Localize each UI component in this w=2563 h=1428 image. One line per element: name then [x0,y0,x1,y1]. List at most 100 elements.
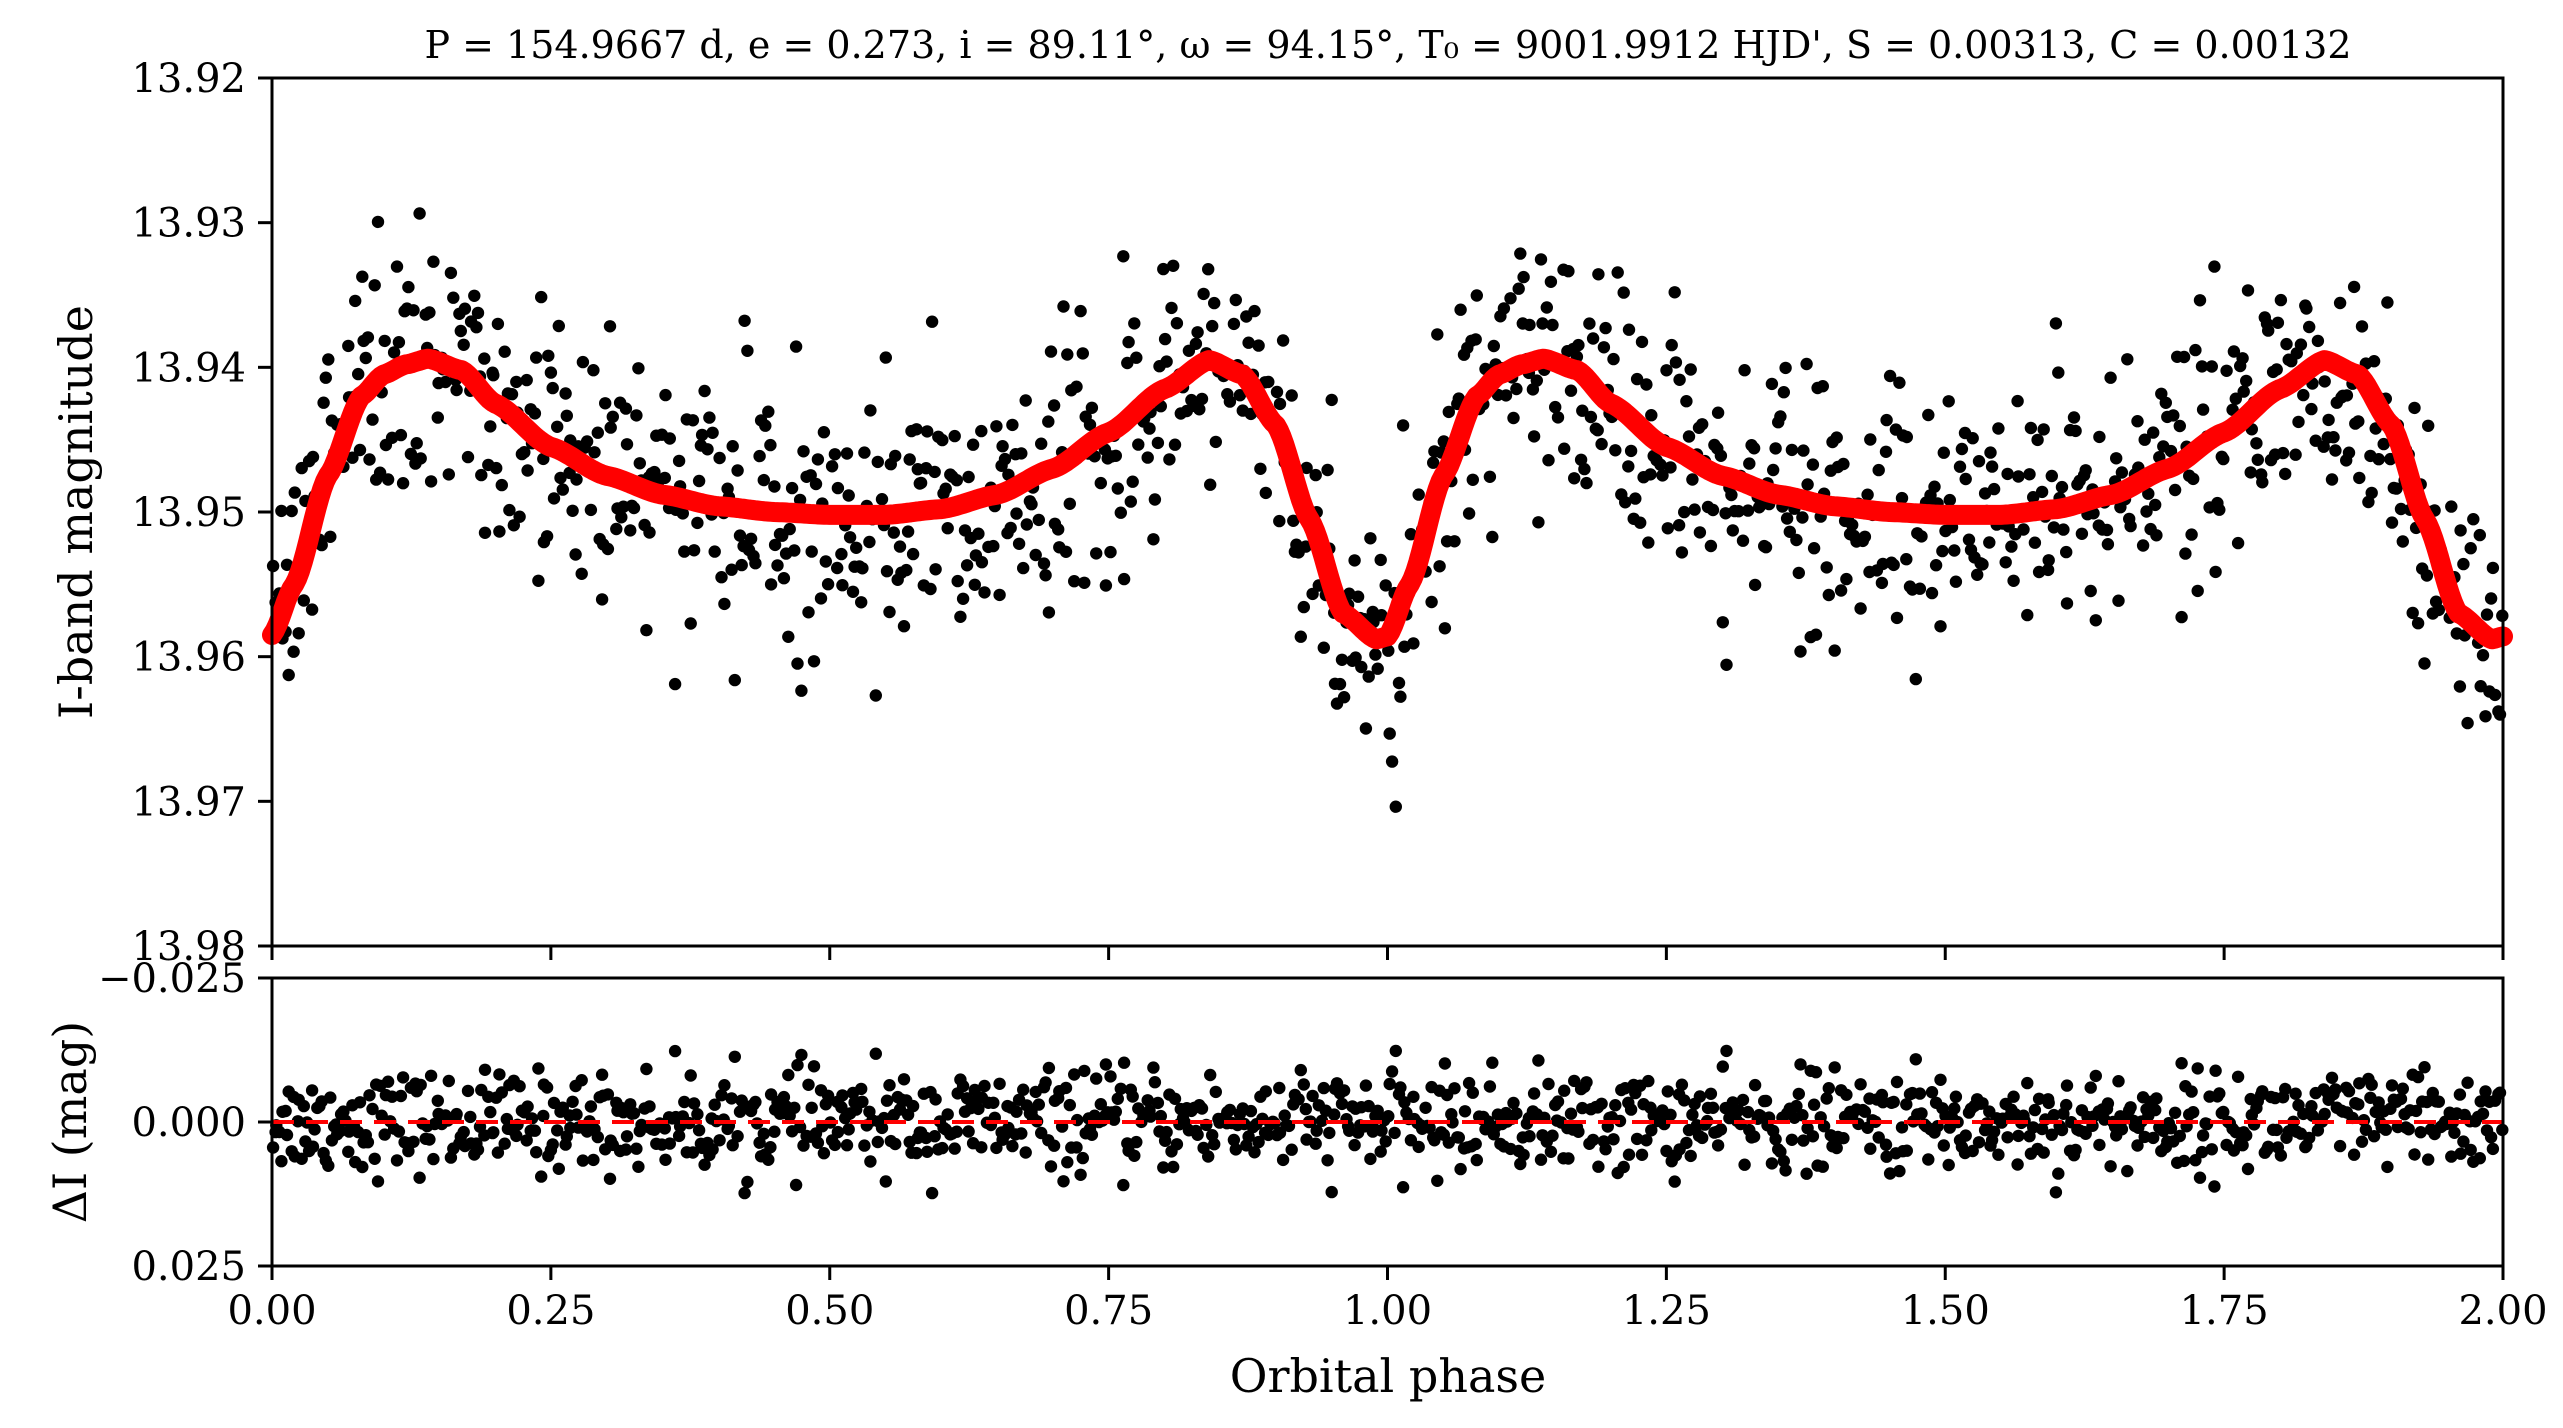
residual-point [510,1129,523,1143]
light-curve-point [914,476,928,490]
light-curve-point [1959,472,1972,486]
light-curve-point [936,433,949,447]
residual-point [1431,1174,1444,1188]
residual-point [788,1101,801,1115]
residual-point [795,1048,808,1062]
residual-point [869,1047,882,1060]
residual-point [1039,1076,1052,1089]
light-curve-point [1672,519,1686,532]
light-curve-point [726,440,739,453]
light-curve-point [544,366,558,379]
residual-point [1790,1099,1803,1113]
light-curve-point [297,594,310,607]
light-curve-point [1195,392,1209,406]
residual-point [1094,1098,1108,1111]
light-curve-point [2060,597,2074,610]
light-curve-point [871,455,884,469]
residual-point [2175,1057,2188,1070]
light-curve-point [1530,374,1544,387]
residuals-x-ticks: 0.00 0.25 0.50 0.75 1.00 1.25 1.50 1.75 2.00 [227,1266,2548,1334]
light-curve-point [615,511,628,524]
light-curve-point [1688,503,1701,516]
light-curve-point [1248,304,1261,318]
light-curve-point [447,291,460,304]
light-curve-point [2167,409,2180,422]
light-curve-point [2031,433,2044,447]
light-curve-point [921,425,934,438]
residual-point [1925,1086,1939,1099]
light-curve-point [1442,405,1456,419]
residual-point [2185,1085,2198,1098]
light-curve-point [1820,561,1833,574]
light-curve-point [1148,493,1162,506]
residual-point [1394,1081,1407,1094]
light-curve-point [1879,445,1893,458]
light-curve-point [910,423,923,436]
residual-point [1042,1061,1056,1075]
light-curve-point [1743,457,1756,470]
light-curve-point [1375,609,1388,622]
light-curve-point [1010,507,1023,520]
light-curve-point [2303,320,2316,334]
light-curve-point [928,465,941,479]
light-curve-point [1462,507,1476,520]
light-curve-point [1039,569,1052,582]
residual-point [807,1060,821,1073]
light-curve-point [1448,535,1461,548]
residual-point [1111,1092,1125,1106]
light-curve-point [825,460,839,473]
light-curve-point [1790,533,1803,547]
residual-point [2205,1143,2218,1156]
light-curve-point [1542,454,1555,467]
residual-point [2411,1070,2425,1084]
residual-point [2347,1148,2361,1161]
residual-point [1168,1092,1182,1106]
residual-point [1335,1097,1349,1111]
x-tick-label: 0.25 [506,1288,595,1334]
light-curve-point [542,349,555,362]
residual-point [1696,1131,1709,1145]
residual-point [1423,1121,1436,1135]
residual-point [491,1146,505,1159]
residual-point [791,1058,804,1072]
residual-point [789,1178,803,1192]
residual-point [1044,1160,1058,1173]
light-curve-point [817,426,831,439]
light-curve-point [783,522,796,536]
residual-point [1262,1128,1275,1142]
light-curve-point [2205,360,2218,373]
residual-point [936,1141,949,1155]
light-curve-point [387,346,401,359]
residual-point [1032,1098,1046,1111]
light-curve-point [1394,690,1407,703]
light-curve-point [2067,411,2081,424]
residual-point [1794,1058,1807,1071]
residual-point [1292,1093,1305,1106]
light-curve-point [1664,461,1677,474]
light-curve-point [410,437,423,450]
light-curve-point [1591,424,1604,437]
light-curve-point [1822,588,1836,602]
residual-point [392,1125,406,1138]
residual-point [2420,1095,2434,1109]
light-curve-point [880,565,894,578]
light-curve-point [2100,523,2114,537]
light-curve-point [619,402,633,415]
light-curve-point [1035,437,1048,450]
light-curve-point [1044,345,1058,358]
residual-point [1738,1158,1751,1171]
residual-point [1047,1139,1061,1152]
residual-point [879,1175,892,1188]
residual-point [1130,1135,1143,1149]
light-curve-point [757,473,770,487]
residual-point [595,1068,609,1081]
residual-point [1527,1087,1541,1100]
light-curve-point [1809,628,1823,641]
light-curve-point [371,215,385,229]
residual-point [551,1124,564,1137]
light-curve-point [1325,393,1338,407]
residual-point [782,1068,795,1082]
residual-point [587,1153,600,1167]
light-curve-point [349,294,362,308]
light-curve-points [266,207,2509,813]
